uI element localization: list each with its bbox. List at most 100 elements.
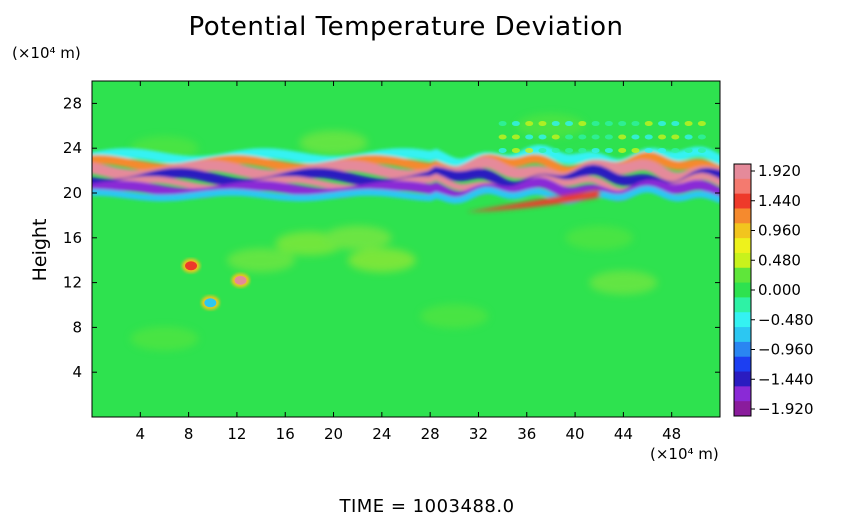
y-tick-label: 12 xyxy=(63,274,82,292)
x-tick-label: 36 xyxy=(517,425,536,443)
time-label: TIME = 1003488.0 xyxy=(339,496,515,517)
x-tick-label: 8 xyxy=(184,425,194,443)
field-background xyxy=(92,81,720,417)
ripple-mark xyxy=(697,147,706,153)
ripple-mark xyxy=(511,121,520,127)
ripple-mark xyxy=(658,134,667,140)
colorbar: 1.920 1.440 0.960 0.480 0.000 −0.480 −0.960 −1.… xyxy=(733,162,814,418)
x-axis-unit-label: (×10⁴ m) xyxy=(650,445,719,463)
band-layer xyxy=(92,185,720,205)
ripple-mark xyxy=(565,121,574,127)
ripple-mark xyxy=(604,134,613,140)
ripple-mark xyxy=(618,121,627,127)
ripple-mark xyxy=(511,147,520,153)
ripple-mark xyxy=(498,121,507,127)
background-texture xyxy=(130,113,658,351)
ripple-mark xyxy=(671,147,680,153)
ripple-mark xyxy=(631,121,640,127)
colorbar-label: −1.440 xyxy=(758,370,814,388)
ripple-mark xyxy=(498,134,507,140)
ripple-mark xyxy=(565,134,574,140)
colorbar-label: 0.000 xyxy=(758,281,801,299)
chart-title: Potential Temperature Deviation xyxy=(188,12,624,42)
ripple-mark xyxy=(684,121,693,127)
ripple-mark xyxy=(551,147,560,153)
x-tick-label: 40 xyxy=(566,425,585,443)
x-tick-label: 48 xyxy=(662,425,681,443)
cool_blob-core xyxy=(204,298,217,308)
ripple-mark xyxy=(591,134,600,140)
colorbar-label: −0.960 xyxy=(758,341,814,359)
y-tick-label: 8 xyxy=(72,318,82,336)
colorbar-label: 0.480 xyxy=(758,251,801,269)
colorbar-segment xyxy=(734,223,751,239)
y-axis: 4 8 12 16 20 24 28 xyxy=(63,94,720,381)
colorbar-segment xyxy=(734,312,751,328)
ripple-mark xyxy=(604,121,613,127)
texture-patch xyxy=(299,130,368,155)
ripples xyxy=(498,121,706,153)
ripple-mark xyxy=(618,134,627,140)
colorbar-segment xyxy=(734,164,751,180)
wave-band xyxy=(92,144,720,213)
ripple-mark xyxy=(658,121,667,127)
ripple-mark xyxy=(671,134,680,140)
colorbar-segment xyxy=(734,208,751,224)
x-tick-label: 44 xyxy=(614,425,633,443)
x-tick-label: 20 xyxy=(324,425,343,443)
ripple-mark xyxy=(697,134,706,140)
x-axis: 4 8 12 16 20 24 28 32 36 40 44 48 xyxy=(136,81,681,443)
heatmap-field xyxy=(92,81,720,417)
colorbar-segment xyxy=(734,371,751,387)
warm_blob-core xyxy=(185,261,198,271)
y-axis-unit-label: (×10⁴ m) xyxy=(12,44,81,62)
ripple-mark xyxy=(511,134,520,140)
ripple-mark xyxy=(578,134,587,140)
ripple-mark xyxy=(604,147,613,153)
ripple-mark xyxy=(644,121,653,127)
ripple-mark xyxy=(538,147,547,153)
ripple-mark xyxy=(697,121,706,127)
ripple-mark xyxy=(551,121,560,127)
x-tick-label: 24 xyxy=(372,425,391,443)
texture-patch xyxy=(589,270,658,295)
colorbar-segment xyxy=(734,401,751,417)
colorbar-segment xyxy=(734,193,751,209)
ripple-mark xyxy=(565,147,574,153)
x-tick-label: 16 xyxy=(276,425,295,443)
x-tick-label: 28 xyxy=(421,425,440,443)
texture-patch xyxy=(347,248,416,273)
plot-frame xyxy=(91,80,721,418)
colorbar-segment xyxy=(734,341,751,358)
colorbar-segment xyxy=(734,327,751,343)
ripple-mark xyxy=(658,147,667,153)
x-tick-label: 32 xyxy=(469,425,488,443)
colorbar-segment xyxy=(734,282,751,298)
ripple-mark xyxy=(591,147,600,153)
warm_blob-core xyxy=(234,275,247,285)
ripple-mark xyxy=(644,134,653,140)
colorbar-segment xyxy=(734,297,751,313)
colorbar-segment xyxy=(734,238,751,254)
colorbar-segment xyxy=(734,386,751,402)
ripple-mark xyxy=(671,121,680,127)
colorbar-label: 1.440 xyxy=(758,192,801,210)
ripple-mark xyxy=(578,147,587,153)
colorbar-label: 1.920 xyxy=(758,162,801,180)
ripple-mark xyxy=(551,134,560,140)
ripple-mark xyxy=(525,134,534,140)
texture-patch xyxy=(323,225,392,250)
y-tick-label: 28 xyxy=(63,94,82,112)
ripple-mark xyxy=(498,147,507,153)
x-tick-label: 4 xyxy=(136,425,146,443)
y-tick-label: 16 xyxy=(63,229,82,247)
colorbar-label: 0.960 xyxy=(758,222,801,240)
ripple-mark xyxy=(631,147,640,153)
colorbar-label: −1.920 xyxy=(758,400,814,418)
ripple-mark xyxy=(684,134,693,140)
colorbar-label: −0.480 xyxy=(758,311,814,329)
texture-patch xyxy=(130,326,199,351)
ripple-mark xyxy=(538,134,547,140)
ripple-mark xyxy=(525,121,534,127)
